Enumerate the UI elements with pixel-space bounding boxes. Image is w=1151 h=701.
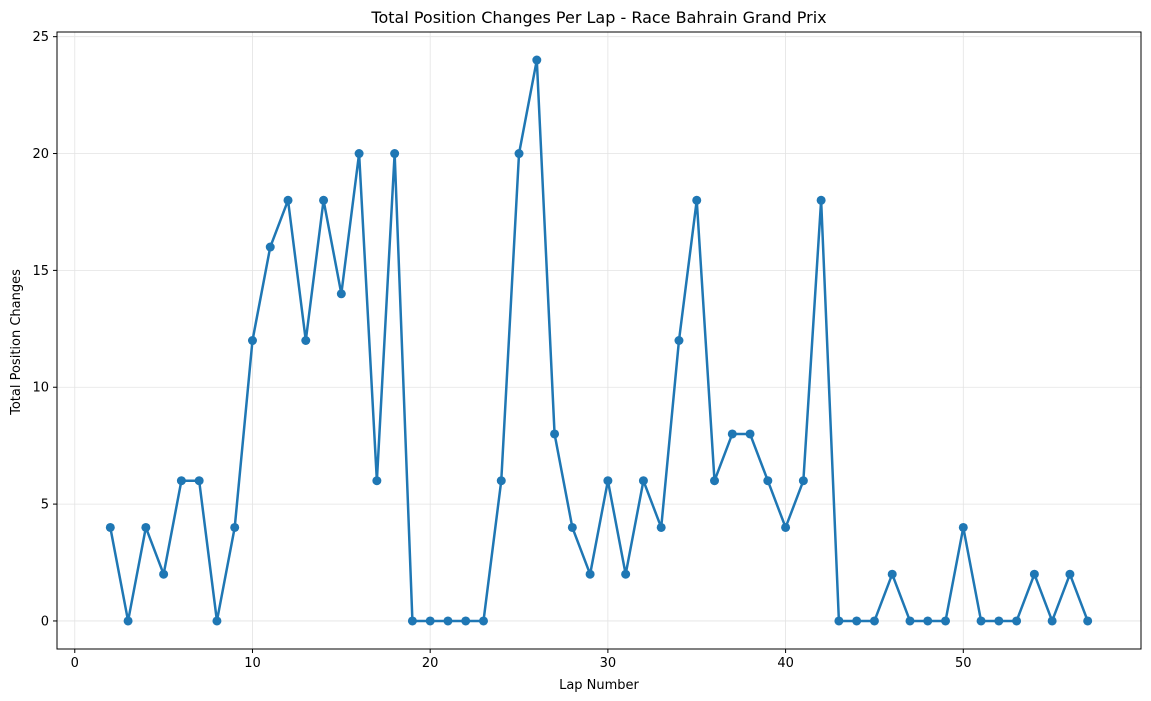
data-point (763, 476, 773, 486)
data-point (1065, 569, 1075, 579)
data-point (638, 476, 648, 486)
x-tick-label: 0 (71, 656, 79, 671)
data-point (265, 242, 275, 252)
data-point (745, 429, 755, 439)
data-point (905, 616, 915, 626)
data-point (603, 476, 613, 486)
y-tick-label: 5 (41, 498, 49, 513)
data-point (1083, 616, 1093, 626)
data-point (852, 616, 862, 626)
data-point (550, 429, 560, 439)
data-point (1047, 616, 1057, 626)
chart-title: Total Position Changes Per Lap - Race Ba… (370, 8, 826, 27)
data-point (443, 616, 453, 626)
y-tick-label: 20 (32, 147, 49, 162)
data-point (159, 569, 169, 579)
data-point (869, 616, 879, 626)
data-point (710, 476, 720, 486)
x-tick-label: 50 (955, 656, 972, 671)
x-tick-label: 10 (244, 656, 261, 671)
x-tick-label: 30 (600, 656, 617, 671)
data-point (976, 616, 986, 626)
data-point (781, 522, 791, 532)
x-tick-label: 20 (422, 656, 439, 671)
data-point (674, 336, 684, 345)
data-point (283, 195, 293, 205)
data-point (1029, 569, 1039, 579)
data-point (478, 616, 488, 626)
y-tick-label: 0 (41, 614, 49, 629)
data-point (336, 289, 346, 299)
data-point (621, 569, 631, 579)
data-point (585, 569, 595, 579)
data-point (656, 522, 666, 532)
plot-frame (56, 31, 1142, 650)
data-point (798, 476, 808, 486)
data-point (425, 616, 435, 626)
data-point (923, 616, 933, 626)
data-point (567, 522, 577, 532)
data-point (105, 522, 115, 532)
grid-lines (57, 32, 1141, 649)
data-point (887, 569, 897, 579)
data-point (727, 429, 737, 439)
data-point (941, 616, 951, 626)
data-point (212, 616, 222, 626)
data-point (301, 336, 311, 345)
data-point (123, 616, 133, 626)
x-axis-label: Lap Number (559, 678, 639, 693)
data-point (390, 149, 400, 159)
y-tick-label: 15 (32, 264, 49, 279)
data-point (372, 476, 382, 486)
data-point (176, 476, 186, 486)
data-point (247, 336, 257, 345)
x-tick-label: 40 (777, 656, 794, 671)
data-point (230, 522, 240, 532)
axis-ticks: 0 10 20 30 40 50 0 5 10 15 20 25 (32, 30, 971, 671)
data-point (816, 195, 826, 205)
data-point (834, 616, 844, 626)
data-point (994, 616, 1004, 626)
data-point (194, 476, 204, 486)
y-axis-label: Total Position Changes (9, 269, 24, 416)
y-tick-label: 10 (32, 381, 49, 396)
y-tick-label: 25 (32, 30, 49, 45)
data-point (1012, 616, 1022, 626)
series-group (105, 55, 1093, 626)
data-point (407, 616, 417, 626)
data-point (141, 522, 151, 532)
data-point (461, 616, 471, 626)
data-point (496, 476, 506, 486)
data-point (692, 195, 702, 205)
data-point (354, 149, 364, 159)
data-point (532, 55, 542, 65)
data-point (319, 195, 329, 205)
data-point (958, 522, 968, 532)
data-point (514, 149, 524, 159)
